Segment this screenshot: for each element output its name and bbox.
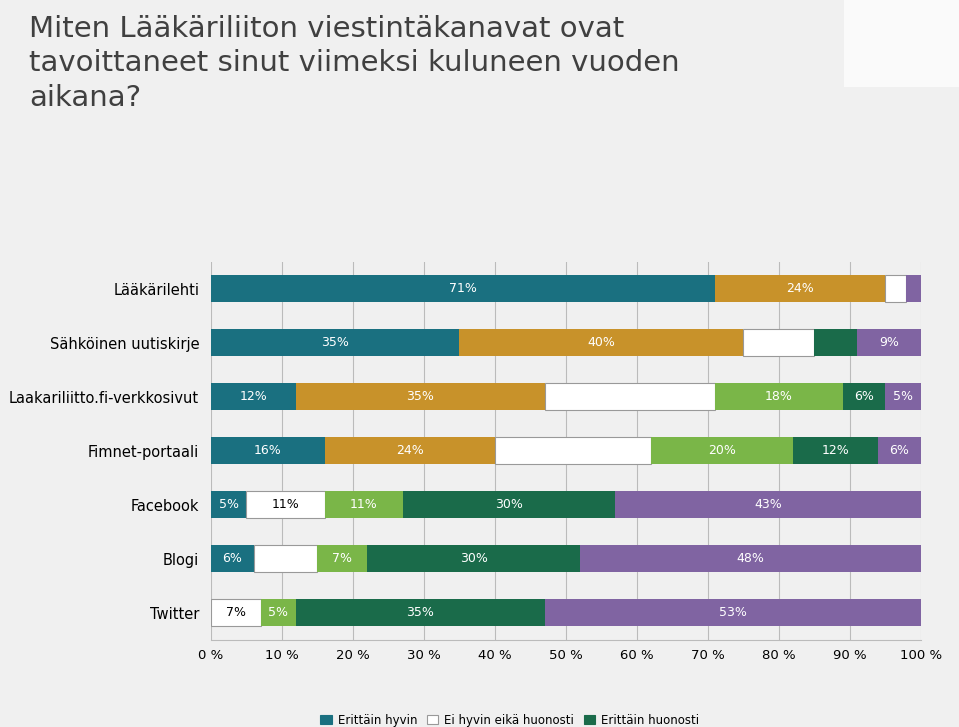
Bar [580, 545, 921, 572]
Text: 53%: 53% [718, 606, 746, 619]
Text: 43%: 43% [754, 498, 782, 511]
Bar [296, 599, 545, 626]
Bar [211, 545, 253, 572]
Bar [261, 599, 296, 626]
Bar [403, 491, 616, 518]
Text: 7%: 7% [225, 606, 246, 619]
Text: 12%: 12% [240, 390, 268, 403]
Bar [246, 491, 324, 518]
Bar [211, 383, 296, 410]
Text: 30%: 30% [495, 498, 523, 511]
Text: 71%: 71% [449, 282, 477, 295]
Text: 48%: 48% [737, 553, 764, 566]
Text: 20%: 20% [708, 444, 736, 457]
Text: 11%: 11% [350, 498, 378, 511]
Text: 9%: 9% [878, 336, 899, 349]
Bar [324, 491, 403, 518]
Bar [843, 383, 885, 410]
Text: 40%: 40% [587, 336, 616, 349]
Bar [793, 437, 878, 465]
Bar [743, 329, 814, 356]
Bar [545, 599, 921, 626]
Bar [616, 491, 921, 518]
Bar [545, 383, 714, 410]
Bar [296, 383, 545, 410]
Bar [211, 491, 246, 518]
Bar [459, 329, 743, 356]
Text: 35%: 35% [407, 390, 434, 403]
Bar [317, 545, 367, 572]
Bar [714, 383, 843, 410]
Bar [211, 599, 261, 626]
Bar [856, 329, 921, 356]
Text: 18%: 18% [764, 390, 793, 403]
Text: 6%: 6% [222, 553, 243, 566]
Text: 11%: 11% [271, 498, 299, 511]
Bar [495, 437, 651, 465]
Bar [651, 437, 793, 465]
Text: 12%: 12% [822, 444, 850, 457]
Text: 5%: 5% [269, 606, 289, 619]
Text: 5%: 5% [219, 498, 239, 511]
Bar [253, 545, 317, 572]
Bar [885, 383, 921, 410]
Text: 24%: 24% [396, 444, 424, 457]
Text: 6%: 6% [854, 390, 874, 403]
Text: 5%: 5% [893, 390, 913, 403]
Bar [906, 276, 921, 302]
Bar [878, 437, 921, 465]
Bar [714, 276, 885, 302]
Text: 16%: 16% [254, 444, 282, 457]
Text: 7%: 7% [332, 553, 352, 566]
Text: 24%: 24% [786, 282, 814, 295]
Bar [211, 276, 714, 302]
Legend: Erittäin hyvin, Melko hyvin, Ei hyvin eikä huonosti, Melko huonosti, Erittäin hu: Erittäin hyvin, Melko hyvin, Ei hyvin ei… [320, 714, 811, 727]
Text: Miten Lääkäriliiton viestintäkanavat ovat
tavoittaneet sinut viimeksi kuluneen v: Miten Lääkäriliiton viestintäkanavat ova… [29, 15, 679, 112]
Text: 30%: 30% [459, 553, 487, 566]
Bar [367, 545, 580, 572]
Bar [814, 329, 856, 356]
Bar [885, 276, 906, 302]
Bar [211, 329, 459, 356]
FancyBboxPatch shape [832, 0, 959, 96]
Bar [324, 437, 495, 465]
Text: 35%: 35% [321, 336, 349, 349]
Bar [211, 437, 324, 465]
Text: 6%: 6% [889, 444, 909, 457]
Text: 35%: 35% [407, 606, 434, 619]
